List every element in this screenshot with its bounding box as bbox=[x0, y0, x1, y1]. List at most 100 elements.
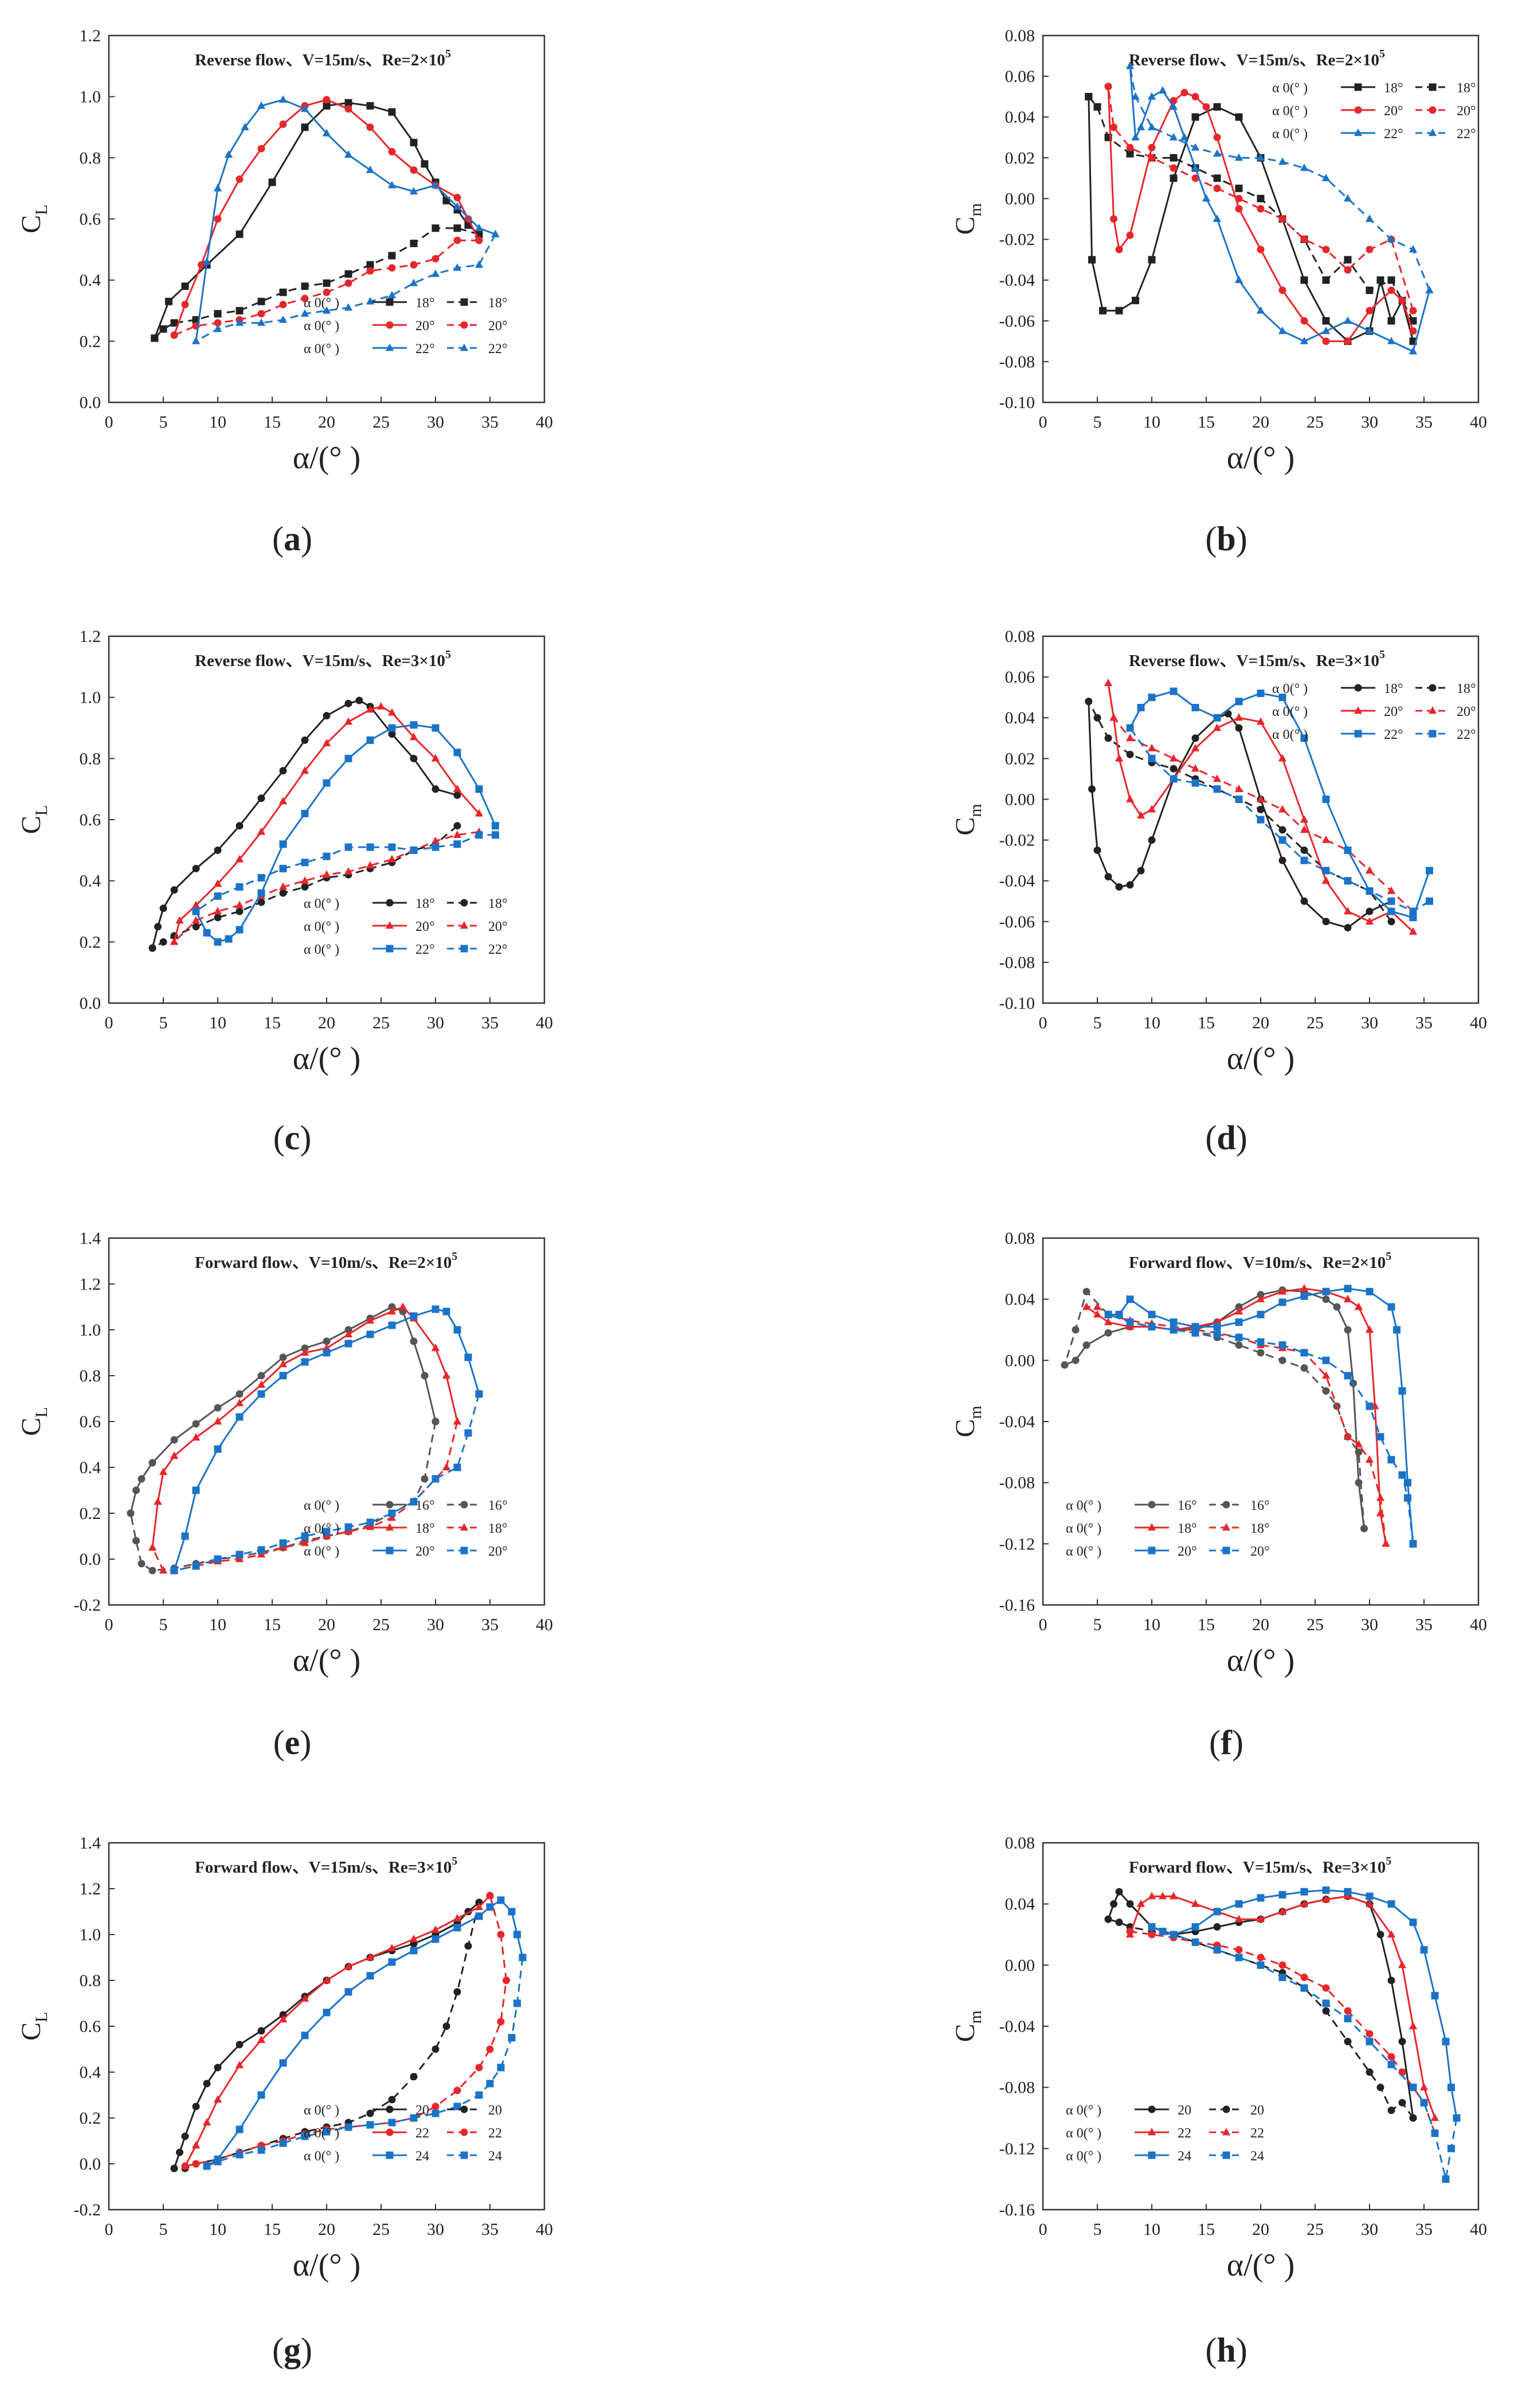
legend-label: α 0(° ) bbox=[1272, 682, 1308, 696]
y-tick-label: -0.02 bbox=[999, 831, 1035, 850]
data-point bbox=[421, 1372, 429, 1380]
data-point bbox=[366, 705, 375, 713]
data-point bbox=[170, 886, 178, 894]
data-point bbox=[519, 1953, 527, 1961]
data-point bbox=[344, 1527, 353, 1535]
data-point bbox=[214, 1404, 222, 1412]
data-point bbox=[170, 2164, 178, 2172]
y-tick-label: 0.00 bbox=[1005, 1351, 1035, 1370]
data-point bbox=[191, 1433, 201, 1441]
data-point bbox=[453, 1417, 462, 1425]
data-point bbox=[1115, 754, 1124, 762]
x-tick-label: 5 bbox=[1093, 2220, 1102, 2239]
panel-label-open: ( bbox=[272, 2331, 284, 2369]
data-point bbox=[1300, 897, 1308, 905]
data-point bbox=[1409, 907, 1417, 915]
y-tick-label: 0.04 bbox=[1005, 1290, 1035, 1309]
data-point bbox=[1409, 1540, 1417, 1548]
data-point bbox=[278, 797, 288, 805]
y-tick-label: 0.08 bbox=[1005, 1229, 1035, 1248]
data-point bbox=[268, 178, 276, 186]
x-tick-label: 5 bbox=[159, 413, 168, 432]
data-point bbox=[1131, 92, 1140, 100]
chart-title: Forward flow、V=15m/s、Re=3×105 bbox=[195, 1855, 457, 1877]
x-tick-label: 40 bbox=[536, 1013, 553, 1032]
data-point bbox=[409, 187, 418, 195]
legend-marker bbox=[1428, 128, 1437, 136]
data-point bbox=[1126, 144, 1134, 152]
data-point bbox=[257, 1546, 265, 1554]
data-point bbox=[170, 319, 178, 327]
data-point bbox=[453, 1924, 461, 1932]
data-point bbox=[388, 1321, 396, 1329]
chart-title-sup: 5 bbox=[452, 1855, 457, 1867]
series-line bbox=[1129, 1931, 1436, 2134]
data-point bbox=[1085, 93, 1093, 101]
legend-marker bbox=[1354, 730, 1362, 738]
data-point bbox=[1344, 1888, 1352, 1896]
data-point bbox=[1366, 2038, 1374, 2046]
data-point bbox=[344, 1988, 352, 1996]
data-point bbox=[388, 724, 396, 732]
data-point bbox=[1365, 917, 1374, 925]
panel-label-letter: e bbox=[285, 1724, 300, 1761]
data-point bbox=[1257, 194, 1265, 202]
data-point bbox=[453, 791, 461, 799]
data-point bbox=[410, 261, 418, 269]
data-point bbox=[1234, 153, 1243, 161]
series-line bbox=[1129, 690, 1430, 919]
data-point bbox=[1366, 1892, 1374, 1900]
data-point bbox=[1278, 1356, 1286, 1364]
y-tick-label: 0.00 bbox=[1005, 189, 1035, 208]
chart-title-sup: 5 bbox=[1386, 1855, 1391, 1867]
data-point bbox=[1158, 1892, 1167, 1900]
data-point bbox=[344, 303, 353, 311]
data-point bbox=[453, 1463, 461, 1471]
data-point bbox=[508, 1908, 516, 1916]
y-axis-label: Cm bbox=[950, 804, 985, 835]
data-point bbox=[1191, 779, 1199, 787]
data-point bbox=[1409, 317, 1417, 325]
data-point bbox=[1387, 886, 1396, 894]
data-point bbox=[1344, 256, 1352, 264]
data-point bbox=[1300, 815, 1309, 823]
x-tick-label: 10 bbox=[209, 413, 226, 432]
data-point bbox=[1278, 1891, 1286, 1899]
x-tick-label: 15 bbox=[264, 413, 281, 432]
y-tick-label: 0.04 bbox=[1005, 1895, 1035, 1914]
y-tick-label: 0.8 bbox=[80, 1367, 101, 1385]
data-point bbox=[366, 861, 375, 869]
data-point bbox=[1148, 836, 1156, 844]
x-tick-label: 25 bbox=[1307, 1615, 1324, 1634]
data-point bbox=[464, 215, 472, 223]
panel-label: (e) bbox=[273, 1724, 312, 1761]
x-tick-label: 20 bbox=[1252, 1013, 1269, 1032]
panel-label: (f) bbox=[1209, 1724, 1243, 1761]
legend-marker bbox=[1429, 106, 1437, 114]
x-tick-label: 15 bbox=[1198, 1013, 1215, 1032]
data-point bbox=[257, 144, 265, 152]
legend-marker bbox=[1428, 706, 1437, 714]
data-point bbox=[431, 1418, 440, 1426]
data-point bbox=[366, 1522, 375, 1530]
data-point bbox=[1191, 734, 1199, 742]
panel-label: (h) bbox=[1205, 2331, 1247, 2369]
legend-solid-label: 16° bbox=[415, 1498, 435, 1513]
x-tick-label: 20 bbox=[318, 1615, 335, 1634]
legend-label: α 0(° ) bbox=[304, 2103, 339, 2118]
data-point bbox=[388, 2119, 396, 2127]
data-point bbox=[1322, 337, 1330, 345]
x-tick-label: 40 bbox=[536, 2220, 553, 2239]
legend-marker bbox=[386, 1501, 394, 1509]
data-point bbox=[1256, 717, 1265, 725]
data-point bbox=[148, 944, 156, 952]
data-point bbox=[236, 907, 244, 915]
data-point bbox=[344, 1326, 352, 1334]
data-point bbox=[154, 1497, 162, 1505]
data-point bbox=[1072, 1326, 1080, 1334]
legend-marker bbox=[1354, 106, 1362, 114]
y-axis-label: CL bbox=[16, 2012, 51, 2041]
data-point bbox=[198, 261, 205, 269]
y-tick-label: -0.04 bbox=[999, 1412, 1035, 1431]
panel-label-letter: g bbox=[284, 2331, 301, 2369]
